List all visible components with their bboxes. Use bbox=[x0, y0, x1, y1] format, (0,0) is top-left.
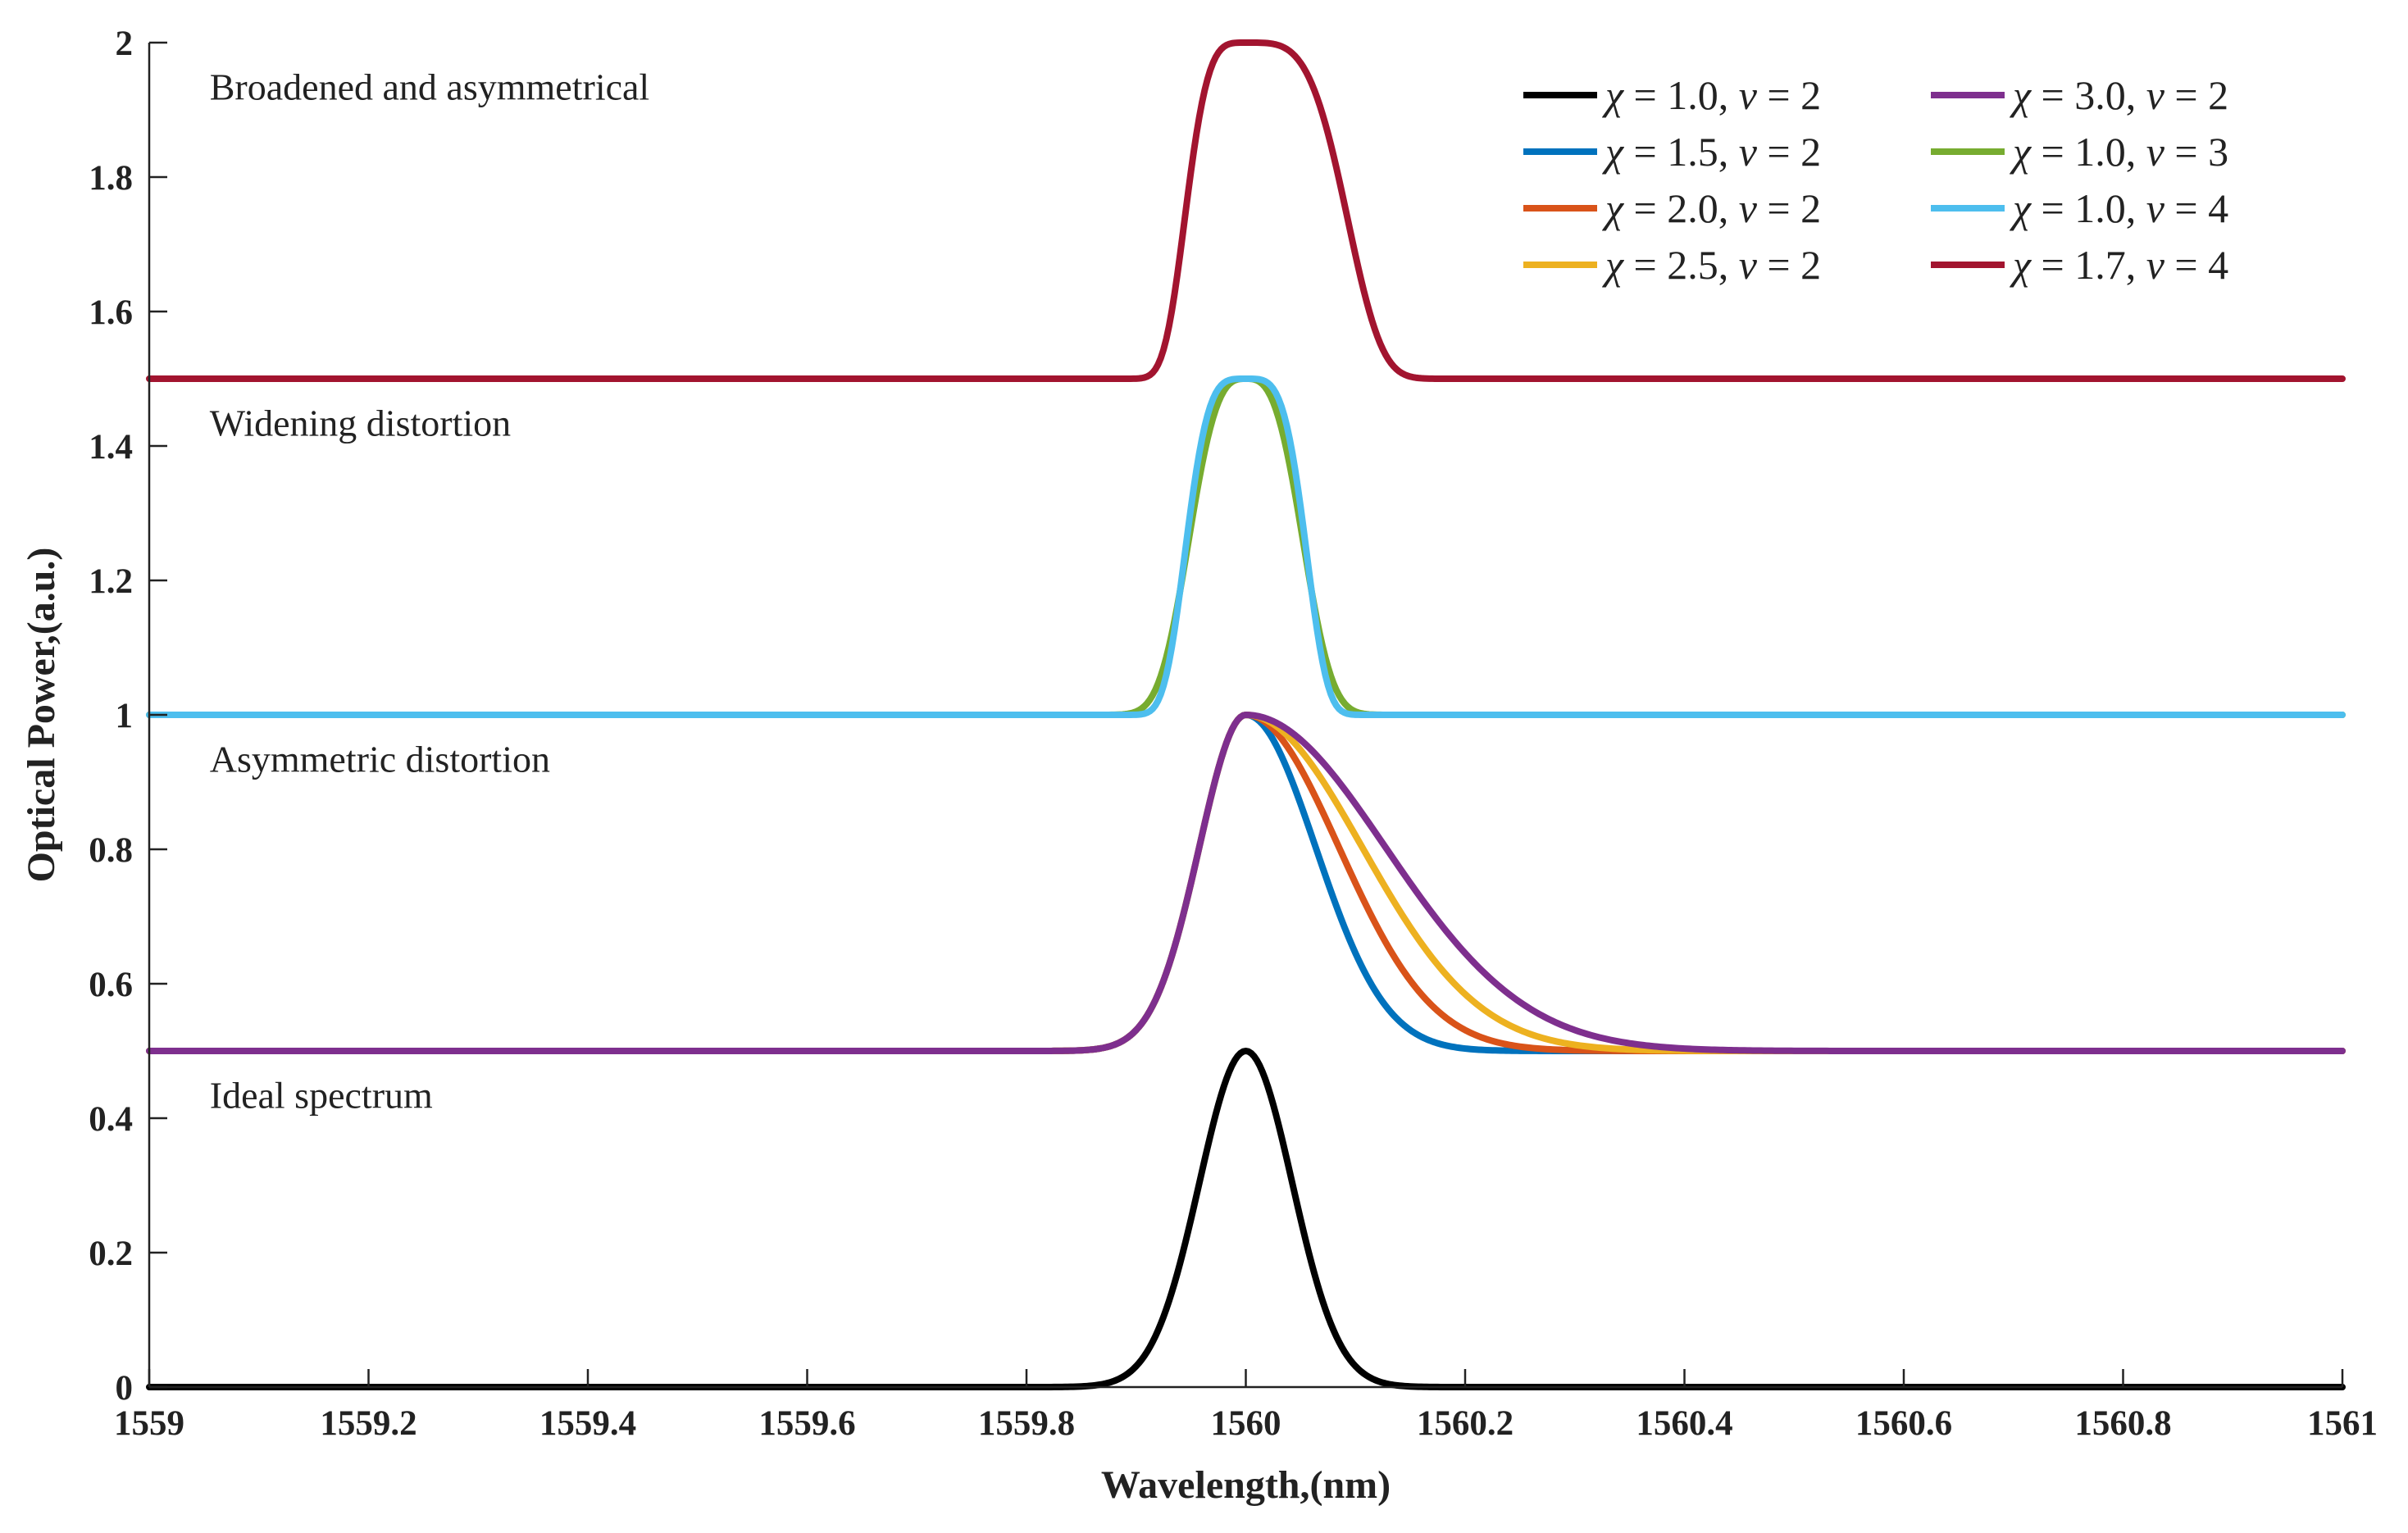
x-axis-title: Wavelength,(nm) bbox=[1101, 1463, 1391, 1507]
legend-label: χ = 1.5, ν = 2 bbox=[1602, 129, 1821, 175]
series-line bbox=[146, 39, 2346, 382]
legend: χ = 1.0, ν = 2 χ = 1.5, ν = 2 χ = 2.0, ν =… bbox=[1523, 72, 2228, 288]
x-tick-label: 1561 bbox=[2307, 1404, 2378, 1443]
annotations: Broadened and asymmetrical Widening disto… bbox=[210, 66, 649, 1116]
y-tick-label: 1 bbox=[116, 697, 134, 735]
y-tick-label: 0.2 bbox=[89, 1235, 133, 1273]
y-tick-label: 1.4 bbox=[89, 428, 133, 466]
y-axis-title: Optical Power,(a.u.) bbox=[20, 548, 63, 883]
series-curves bbox=[146, 39, 2346, 1390]
legend-label: χ = 2.0, ν = 2 bbox=[1602, 185, 1821, 231]
annotation-label: Ideal spectrum bbox=[210, 1074, 433, 1116]
y-tick-label: 1.8 bbox=[89, 159, 133, 198]
annotation-label: Asymmetric distortion bbox=[210, 738, 550, 780]
legend-label: χ = 2.5, ν = 2 bbox=[1602, 242, 1821, 288]
y-tick-label: 2 bbox=[116, 25, 134, 63]
x-tick-label: 1560.2 bbox=[1417, 1404, 1514, 1443]
x-tick-label: 1560.6 bbox=[1855, 1404, 1952, 1443]
x-tick-label: 1560.4 bbox=[1636, 1404, 1732, 1443]
x-tick-label: 1559 bbox=[114, 1404, 184, 1443]
legend-label: χ = 3.0, ν = 2 bbox=[2010, 72, 2228, 118]
y-tick-label: 0 bbox=[116, 1369, 134, 1408]
annotation-label: Widening distortion bbox=[210, 402, 511, 444]
series-line bbox=[146, 712, 2346, 1054]
x-tick-label: 1559.4 bbox=[539, 1404, 636, 1443]
legend-label: χ = 1.7, ν = 4 bbox=[2010, 242, 2228, 288]
legend-label: χ = 1.0, ν = 3 bbox=[2010, 129, 2228, 175]
y-tick-label: 1.6 bbox=[89, 293, 133, 332]
x-tick-label: 1560 bbox=[1211, 1404, 1281, 1443]
legend-label: χ = 1.0, ν = 4 bbox=[2010, 185, 2228, 231]
series-line bbox=[146, 375, 2346, 718]
ticks: 1559 1559.2 1559.4 1559.6 1559.8 1560 1560.2 15… bbox=[89, 25, 2378, 1443]
y-tick-label: 0.8 bbox=[89, 831, 133, 870]
x-tick-label: 1559.8 bbox=[978, 1404, 1075, 1443]
y-tick-label: 0.6 bbox=[89, 966, 133, 1004]
x-tick-label: 1560.8 bbox=[2074, 1404, 2171, 1443]
annotation-label: Broadened and asymmetrical bbox=[210, 66, 649, 107]
x-tick-label: 1559.2 bbox=[320, 1404, 417, 1443]
x-tick-label: 1559.6 bbox=[758, 1404, 855, 1443]
y-tick-label: 1.2 bbox=[89, 562, 133, 601]
legend-label: χ = 1.0, ν = 2 bbox=[1602, 72, 1821, 118]
y-tick-label: 0.4 bbox=[89, 1100, 133, 1139]
